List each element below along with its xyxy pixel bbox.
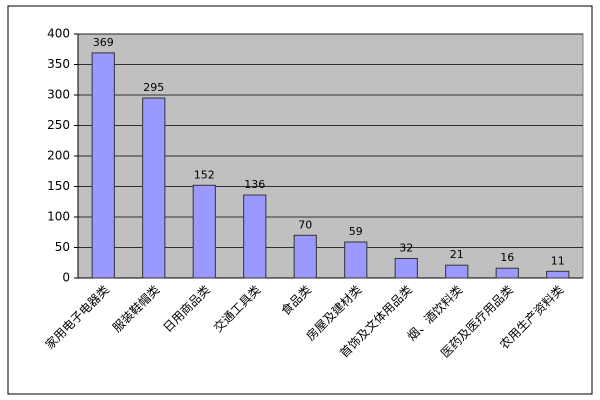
y-tick-label: 100 [47,210,70,224]
bar [142,97,166,279]
bar [243,194,267,279]
y-tick-label: 0 [62,271,70,285]
bar [192,184,216,279]
data-label: 16 [500,251,514,264]
bar [91,52,115,279]
data-label: 369 [93,36,114,49]
bar [394,257,418,279]
y-tick-label: 400 [47,27,70,41]
bar [495,267,519,279]
bar [445,264,469,279]
y-tick-label: 350 [47,57,70,71]
y-tick-label: 300 [47,88,70,102]
data-label: 21 [450,248,464,261]
data-label: 136 [244,178,265,191]
data-label: 32 [399,241,413,254]
y-tick-label: 50 [55,240,70,254]
y-tick-label: 250 [47,118,70,132]
y-tick-label: 150 [47,179,70,193]
bar [344,241,368,279]
data-label: 295 [143,81,164,94]
data-label: 152 [194,168,215,181]
data-label: 70 [298,218,312,231]
data-label: 59 [349,225,363,238]
bar [293,234,317,279]
y-tick-label: 200 [47,149,70,163]
bar [546,270,570,279]
data-label: 11 [551,254,565,267]
